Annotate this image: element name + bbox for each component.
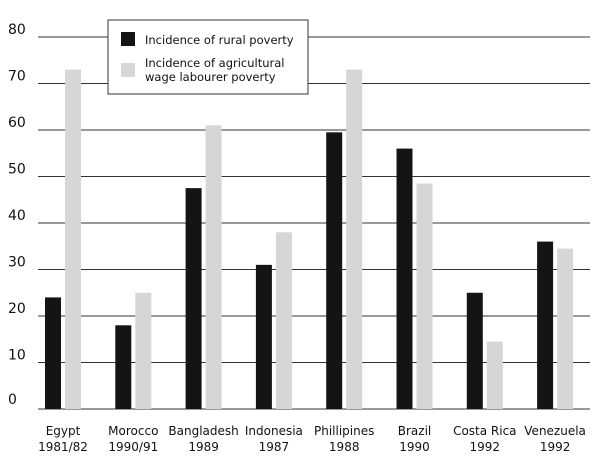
x-category-year: 1987 (259, 440, 290, 454)
x-category-label: Costa Rica (453, 424, 516, 438)
x-category-year: 1992 (470, 440, 501, 454)
x-category-year: 1989 (188, 440, 219, 454)
bar-agricultural-wage-poverty-5 (346, 69, 363, 410)
legend-label-rural-poverty: Incidence of rural poverty (145, 33, 294, 47)
legend-swatch-rural-poverty (121, 32, 135, 46)
legend-label-agricultural-wage-poverty-line1: Incidence of agricultural (145, 56, 285, 70)
x-axis-categories: Egypt 1981/82 Morocco 1990/91 Bangladesh 1989… (38, 424, 586, 454)
bar-rural-poverty-5 (326, 132, 343, 409)
x-category-year: 1990 (399, 440, 430, 454)
x-category-label: Phillipines (314, 424, 374, 438)
x-category-label: Egypt (46, 424, 81, 438)
x-category-label: Venezuela (524, 424, 586, 438)
bar-rural-poverty-6 (396, 148, 413, 409)
legend-label-agricultural-wage-poverty-line2: wage labourer poverty (145, 70, 276, 84)
x-category-label: Indonesia (245, 424, 303, 438)
legend: Incidence of rural poverty Incidence of … (107, 19, 309, 95)
bar-agricultural-wage-poverty-2 (135, 292, 152, 409)
y-tick-label: 10 (8, 348, 26, 364)
bar-rural-poverty-3 (185, 188, 202, 409)
bar-rural-poverty-1 (45, 297, 61, 409)
bar-agricultural-wage-poverty-1 (65, 69, 81, 410)
x-category-label: Brazil (398, 424, 432, 438)
y-tick-label: 60 (8, 115, 26, 131)
x-category-label: Morocco (108, 424, 158, 438)
y-tick-label: 50 (8, 162, 26, 178)
y-tick-label: 30 (8, 255, 26, 271)
x-category-year: 1990/91 (108, 440, 158, 454)
y-tick-label: 80 (8, 22, 26, 38)
y-tick-label: 0 (8, 392, 17, 408)
y-axis-ticks: 0 10 20 30 40 50 60 70 80 (8, 22, 26, 408)
bar-agricultural-wage-poverty-6 (416, 183, 433, 409)
bar-rural-poverty-4 (255, 264, 272, 409)
y-tick-label: 20 (8, 301, 26, 317)
bar-agricultural-wage-poverty-8 (557, 248, 574, 409)
x-category-year: 1992 (540, 440, 571, 454)
bar-agricultural-wage-poverty-4 (275, 232, 292, 409)
x-category-year: 1988 (329, 440, 360, 454)
bar-rural-poverty-2 (115, 325, 132, 409)
bar-rural-poverty-7 (466, 292, 483, 409)
bar-agricultural-wage-poverty-3 (205, 125, 222, 409)
y-tick-label: 40 (8, 208, 26, 224)
bars (45, 69, 574, 410)
bar-rural-poverty-8 (537, 241, 554, 409)
legend-box (107, 19, 309, 95)
x-category-label: Bangladesh (168, 424, 238, 438)
y-tick-label: 70 (8, 69, 26, 85)
bar-agricultural-wage-poverty-7 (486, 341, 503, 409)
x-category-year: 1981/82 (38, 440, 88, 454)
legend-swatch-agricultural-wage-poverty (121, 63, 135, 77)
